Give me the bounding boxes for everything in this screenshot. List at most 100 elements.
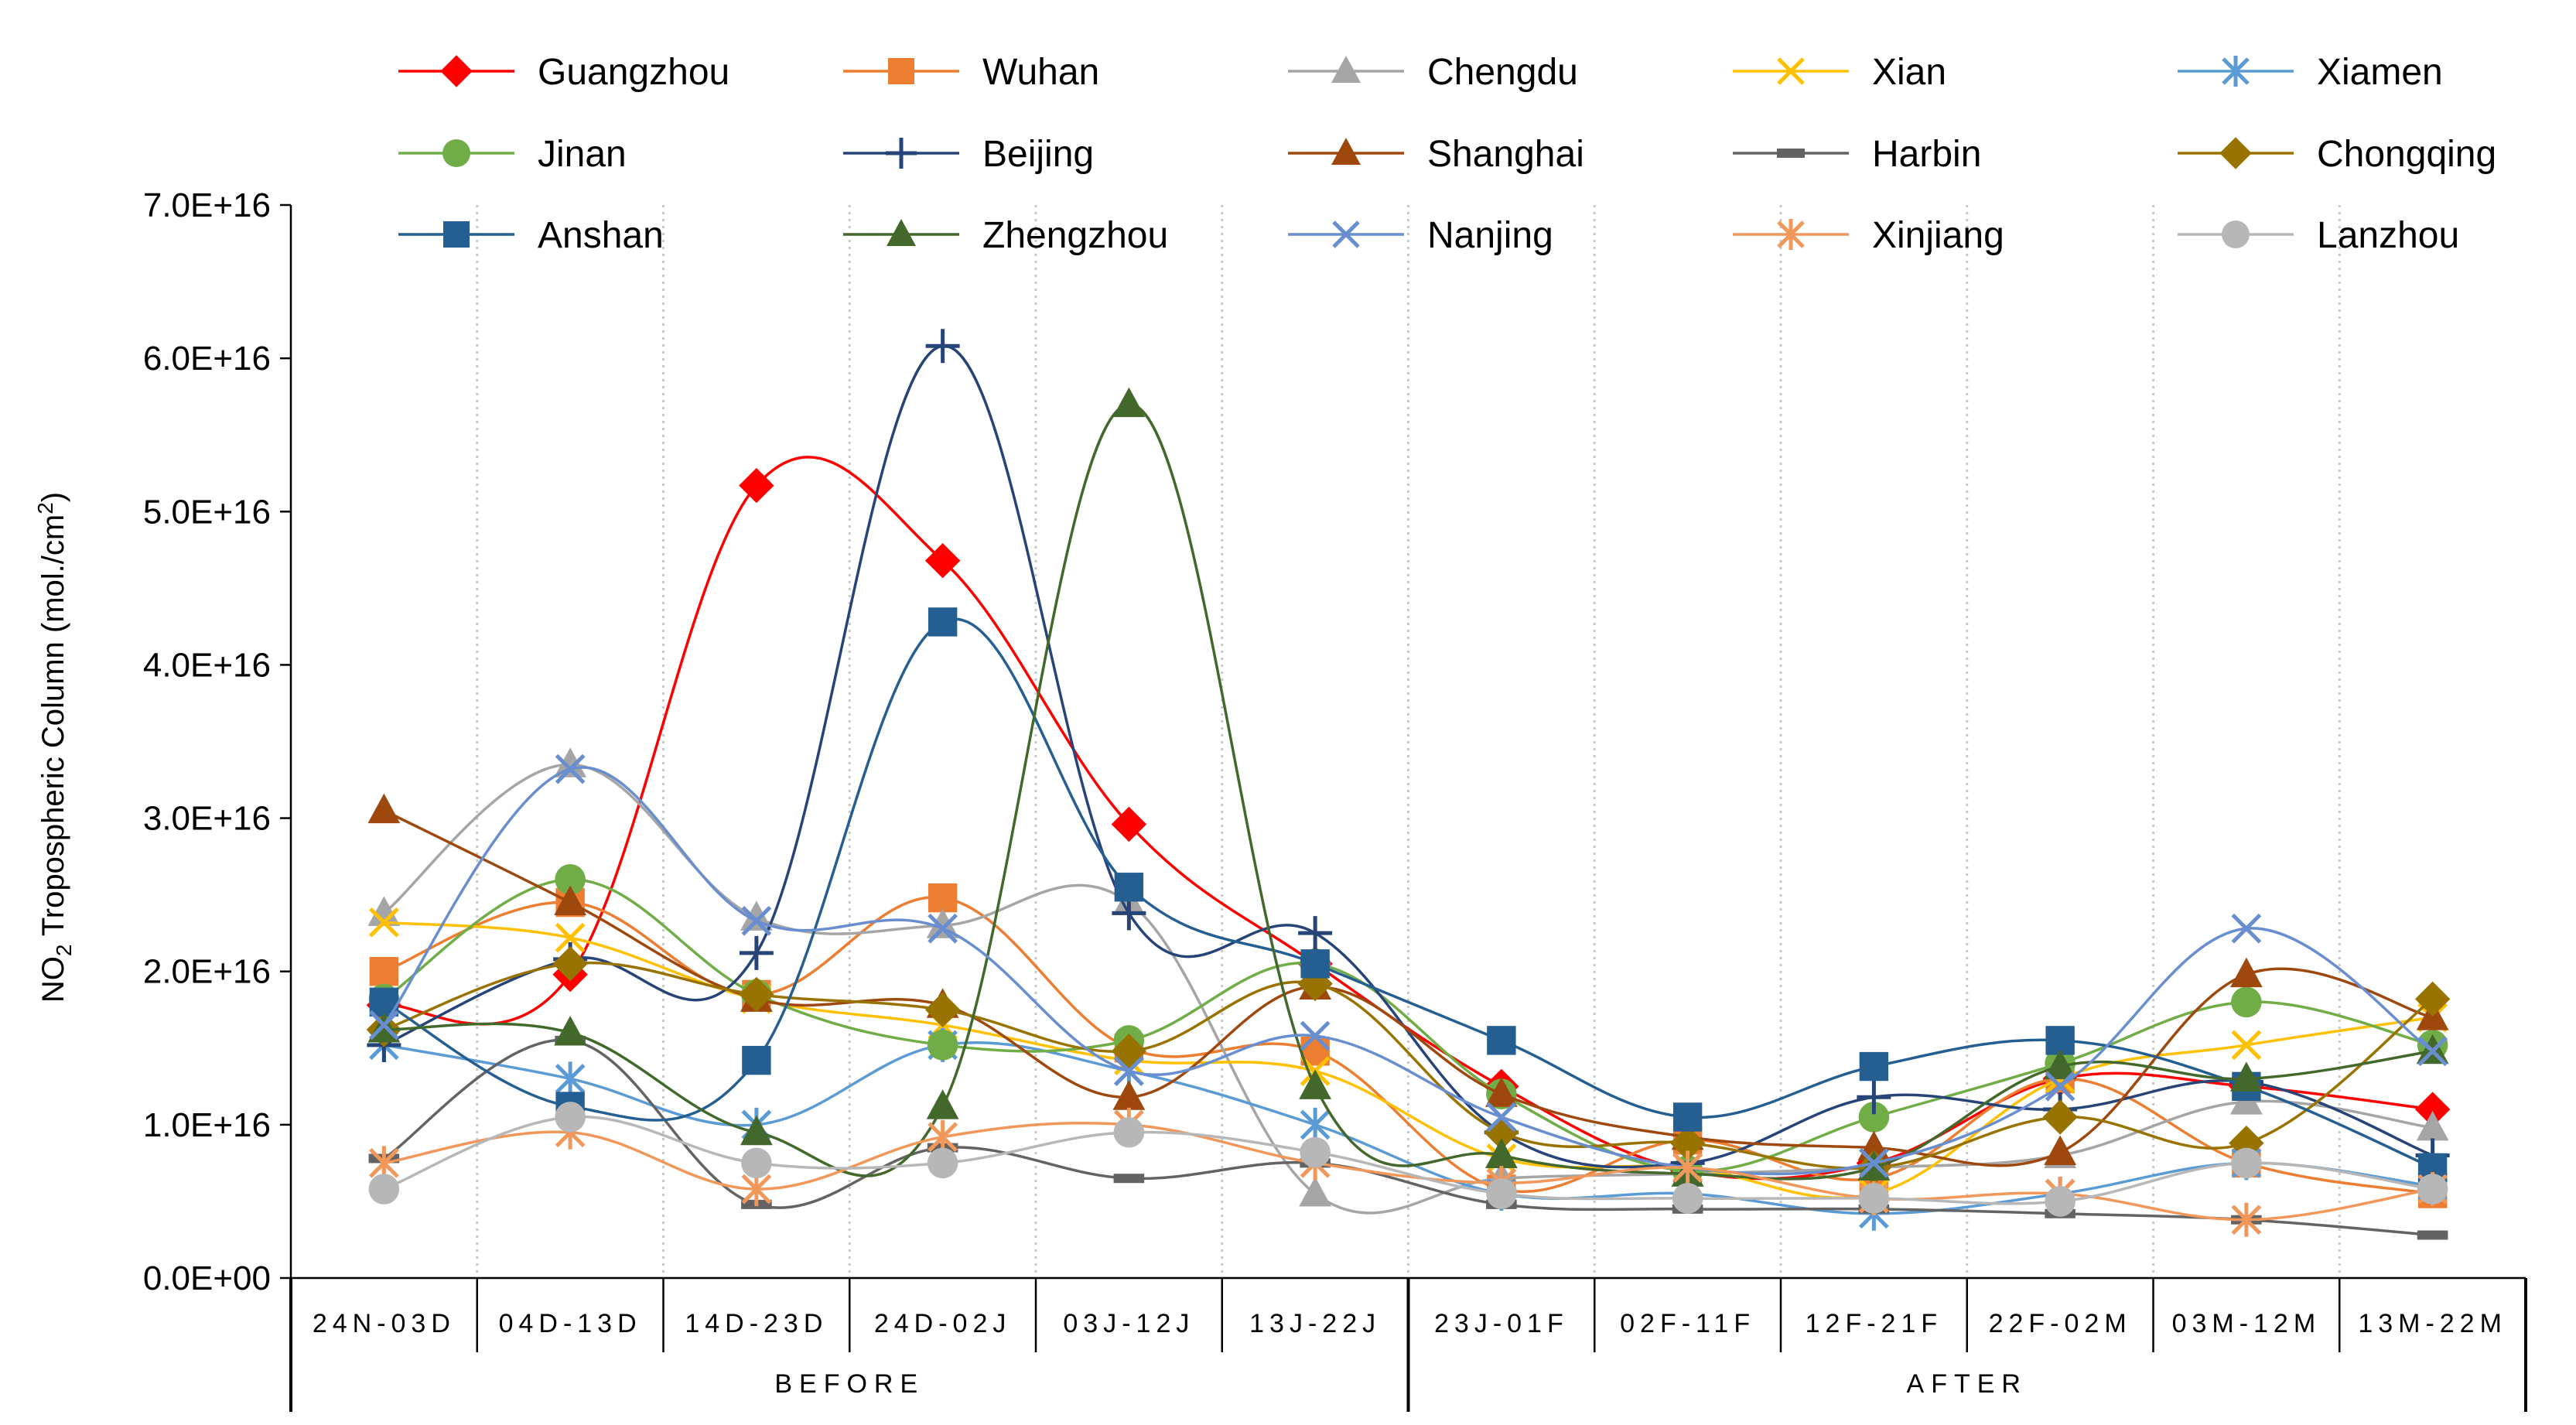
y-axis-title-rest: Tropospheric Column (mol./cm — [36, 514, 70, 945]
data-point — [554, 1015, 587, 1046]
data-point — [1858, 1183, 1890, 1214]
x-tick-label: 03J-12J — [1063, 1309, 1194, 1338]
gridlines — [476, 205, 2341, 1278]
data-point — [924, 542, 961, 579]
series-guangzhou — [366, 456, 2451, 1189]
data-point — [555, 922, 586, 953]
legend-marker — [1331, 56, 1361, 83]
data-point — [369, 1010, 399, 1041]
group-label: AFTER — [1907, 1369, 2028, 1399]
data-point — [2231, 1202, 2262, 1237]
axes: 0.0E+00 1.0E+16 2.0E+16 3.0E+16 4.0E+16 5.0E+… — [143, 186, 2527, 1412]
legend-item-nanjing: Nanjing — [1288, 215, 1553, 256]
x-tick-label: 22F-02M — [1989, 1309, 2132, 1338]
legend-label: Guangzhou — [538, 52, 729, 93]
x-tick-label: 03M-12M — [2172, 1309, 2321, 1338]
legend-marker — [2222, 220, 2250, 248]
legend-item-shanghai: Shanghai — [1288, 134, 1584, 175]
data-point — [1298, 916, 1333, 951]
legend-label: Lanzhou — [2317, 215, 2459, 256]
legend-item-zhengzhou: Zhengzhou — [843, 215, 1168, 256]
data-point — [555, 754, 586, 784]
data-point — [925, 329, 960, 364]
data-point — [2231, 913, 2262, 944]
legend-marker — [1777, 219, 1805, 250]
data-point — [926, 1089, 959, 1119]
data-point — [1114, 1056, 1144, 1086]
legend-item-beijing: Beijing — [843, 134, 1094, 175]
data-point — [2231, 1030, 2262, 1061]
data-point — [1486, 1102, 1517, 1133]
legend-item-chengdu: Chengdu — [1288, 52, 1578, 93]
legend-label: Beijing — [982, 134, 1094, 175]
data-point — [555, 864, 586, 895]
series-line — [384, 1121, 2433, 1222]
data-point — [368, 1174, 400, 1205]
legend-label: Chengdu — [1427, 52, 1578, 93]
series-line — [383, 809, 2434, 1167]
data-point — [1486, 1178, 1517, 1209]
y-axis-title-end: ) — [36, 492, 70, 502]
legend-item-anshan: Anshan — [398, 215, 664, 256]
data-point — [1484, 1138, 1518, 1168]
data-point — [1672, 1102, 1703, 1132]
series-line — [383, 1115, 2433, 1205]
legend: Guangzhou Wuhan Chengdu Xian Xiamen Jinan Beij… — [398, 52, 2496, 256]
series-lines — [366, 329, 2451, 1240]
data-point — [741, 1147, 772, 1179]
data-point — [739, 976, 774, 1013]
data-point — [1112, 387, 1146, 418]
data-point — [1672, 1150, 1703, 1185]
data-point — [369, 957, 399, 986]
x-tick-label: 13M-22M — [2358, 1309, 2507, 1338]
data-point — [2042, 1099, 2078, 1135]
legend-marker — [1777, 57, 1805, 85]
data-point — [555, 1061, 586, 1096]
series-anshan — [369, 607, 2448, 1183]
legend-marker — [888, 58, 914, 84]
legend-label: Zhengzhou — [982, 215, 1168, 256]
data-point — [1300, 1020, 1331, 1051]
data-point — [927, 1030, 958, 1061]
legend-label: Nanjing — [1427, 215, 1553, 256]
legend-label: Wuhan — [982, 52, 1099, 93]
data-point — [1113, 1116, 1145, 1148]
legend-label: Anshan — [538, 215, 664, 256]
data-point — [1858, 1102, 1890, 1133]
legend-label: Chongqing — [2317, 134, 2496, 175]
x-tick-label: 24D-02J — [874, 1309, 1012, 1338]
data-point — [369, 907, 399, 938]
y-axis-title: NO2 Tropospheric Column (mol./cm2) — [33, 492, 76, 1003]
data-point — [2229, 957, 2263, 988]
y-axis-title-sub: 2 — [52, 945, 76, 957]
legend-item-harbin: Harbin — [1733, 134, 1981, 175]
legend-item-xiamen: Xiamen — [2178, 52, 2443, 93]
legend-label: Xinjiang — [1872, 215, 2004, 256]
data-point — [2417, 1230, 2448, 1240]
data-point — [928, 883, 958, 913]
legend-item-xian: Xian — [1733, 52, 1946, 93]
legend-marker — [2219, 137, 2252, 169]
data-point — [555, 1102, 586, 1133]
x-tick-label: 14D-23D — [685, 1309, 828, 1338]
data-point — [2044, 1049, 2077, 1080]
data-point — [1113, 1174, 1145, 1184]
data-point — [927, 1147, 958, 1179]
data-point — [369, 987, 399, 1017]
series-line — [384, 402, 2433, 1181]
data-point — [1300, 949, 1330, 979]
data-point — [1672, 1183, 1703, 1214]
legend-marker — [886, 138, 917, 169]
data-point — [2417, 1036, 2448, 1067]
series-lanzhou — [368, 1102, 2448, 1217]
y-tick-label: 3.0E+16 — [143, 800, 271, 838]
series-line — [383, 344, 2434, 1169]
series-chengdu — [367, 747, 2449, 1215]
legend-item-wuhan: Wuhan — [843, 52, 1099, 93]
data-point — [1299, 1069, 1332, 1099]
series-line — [383, 896, 2433, 1195]
data-point — [1484, 1077, 1518, 1107]
y-tick-label: 4.0E+16 — [143, 646, 271, 684]
legend-item-lanzhou: Lanzhou — [2178, 215, 2459, 256]
legend-label: Xian — [1872, 52, 1946, 93]
